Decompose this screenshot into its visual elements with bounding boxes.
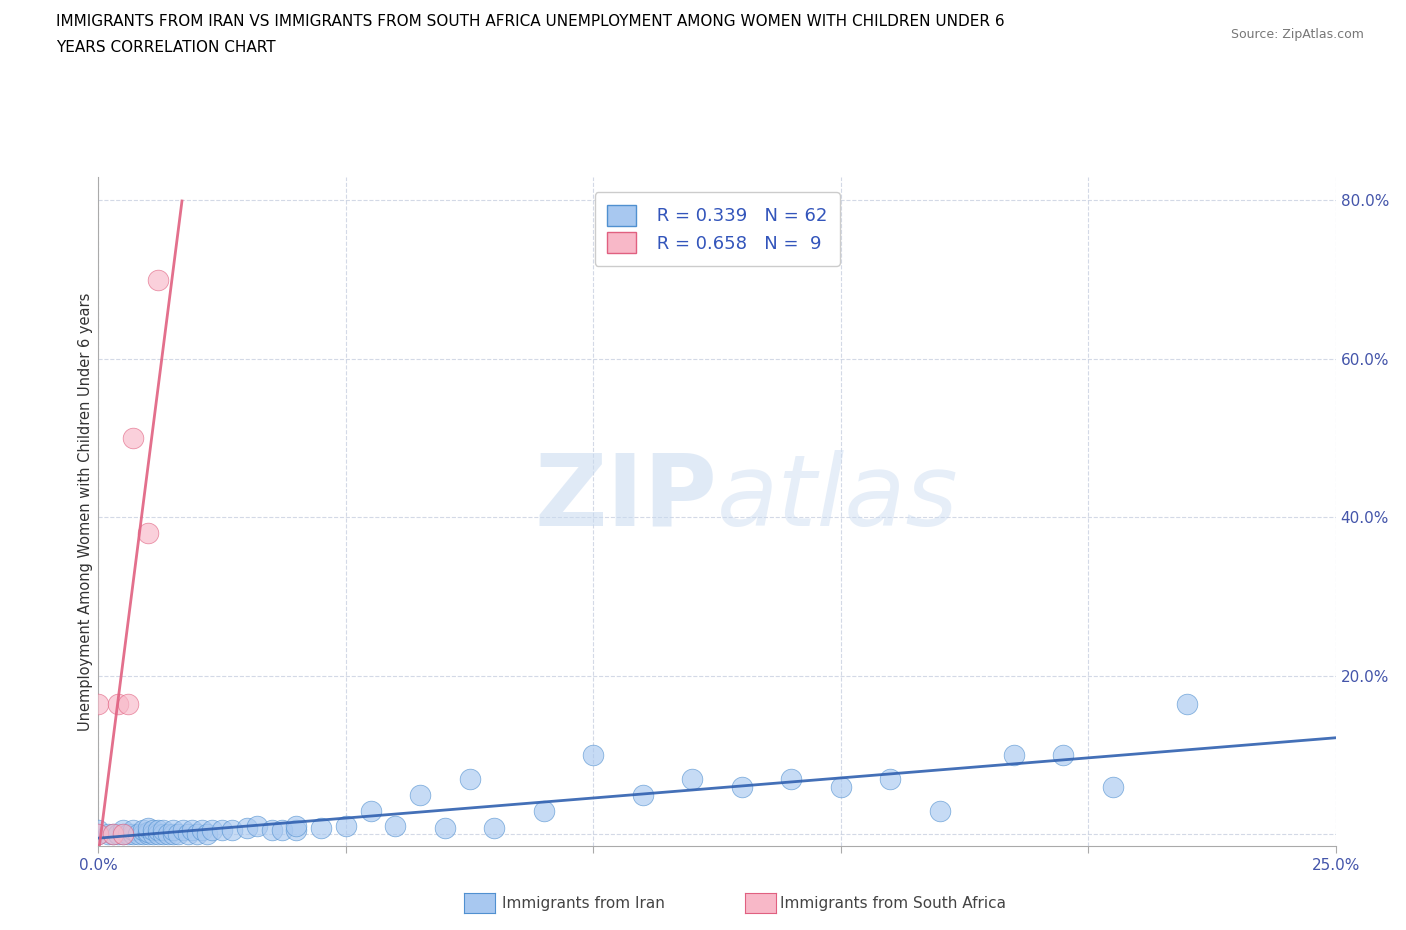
Point bbox=[152, 823, 174, 838]
Point bbox=[87, 827, 110, 842]
Point bbox=[384, 819, 406, 834]
Point bbox=[142, 823, 165, 838]
Point bbox=[132, 823, 155, 838]
Point bbox=[103, 827, 125, 842]
Point bbox=[433, 820, 456, 835]
Point bbox=[146, 823, 169, 838]
Point bbox=[246, 819, 269, 834]
Y-axis label: Unemployment Among Women with Children Under 6 years: Unemployment Among Women with Children U… bbox=[77, 292, 93, 731]
Point bbox=[928, 804, 950, 818]
Point bbox=[152, 827, 174, 842]
Point bbox=[681, 772, 703, 787]
Point bbox=[136, 825, 159, 840]
Point bbox=[142, 827, 165, 842]
Point bbox=[122, 827, 145, 842]
Legend:  R = 0.339   N = 62,  R = 0.658   N =  9: R = 0.339 N = 62, R = 0.658 N = 9 bbox=[595, 193, 839, 266]
Point bbox=[780, 772, 803, 787]
Point bbox=[879, 772, 901, 787]
Point bbox=[136, 827, 159, 842]
Point bbox=[186, 827, 208, 842]
Point bbox=[260, 823, 283, 838]
Point bbox=[112, 823, 135, 838]
Point bbox=[107, 827, 129, 842]
Point bbox=[117, 827, 139, 842]
Point bbox=[176, 827, 198, 842]
Point bbox=[221, 823, 243, 838]
Point bbox=[87, 823, 110, 838]
Text: Immigrants from Iran: Immigrants from Iran bbox=[502, 896, 665, 910]
Point bbox=[162, 823, 184, 838]
Point bbox=[236, 820, 259, 835]
Point bbox=[285, 823, 308, 838]
Point bbox=[731, 779, 754, 794]
Point bbox=[103, 827, 125, 842]
Point bbox=[122, 823, 145, 838]
Point bbox=[582, 748, 605, 763]
Point bbox=[484, 820, 506, 835]
Point bbox=[117, 697, 139, 711]
Point bbox=[87, 697, 110, 711]
Point bbox=[166, 827, 188, 842]
Text: atlas: atlas bbox=[717, 449, 959, 547]
Point bbox=[533, 804, 555, 818]
Point bbox=[122, 431, 145, 445]
Point bbox=[146, 827, 169, 842]
Point bbox=[162, 827, 184, 842]
Point bbox=[631, 788, 654, 803]
Point bbox=[127, 827, 149, 842]
Point bbox=[285, 819, 308, 834]
Text: ZIP: ZIP bbox=[534, 449, 717, 547]
Point bbox=[1102, 779, 1125, 794]
Point bbox=[195, 827, 218, 842]
Text: Source: ZipAtlas.com: Source: ZipAtlas.com bbox=[1230, 28, 1364, 41]
Point bbox=[1175, 697, 1198, 711]
Point bbox=[1052, 748, 1074, 763]
Point bbox=[830, 779, 852, 794]
Point bbox=[112, 827, 135, 842]
Point bbox=[201, 823, 224, 838]
Point bbox=[335, 819, 357, 834]
Point bbox=[112, 827, 135, 842]
Point bbox=[87, 827, 110, 842]
Text: Immigrants from South Africa: Immigrants from South Africa bbox=[780, 896, 1007, 910]
Point bbox=[136, 525, 159, 540]
Point bbox=[107, 697, 129, 711]
Point bbox=[211, 823, 233, 838]
Point bbox=[172, 823, 194, 838]
Point bbox=[1002, 748, 1025, 763]
Point bbox=[309, 820, 332, 835]
Point bbox=[458, 772, 481, 787]
Point bbox=[360, 804, 382, 818]
Point bbox=[136, 820, 159, 835]
Point bbox=[156, 827, 179, 842]
Point bbox=[409, 788, 432, 803]
Point bbox=[132, 827, 155, 842]
Text: YEARS CORRELATION CHART: YEARS CORRELATION CHART bbox=[56, 40, 276, 55]
Text: IMMIGRANTS FROM IRAN VS IMMIGRANTS FROM SOUTH AFRICA UNEMPLOYMENT AMONG WOMEN WI: IMMIGRANTS FROM IRAN VS IMMIGRANTS FROM … bbox=[56, 14, 1005, 29]
Point bbox=[270, 823, 292, 838]
Point bbox=[97, 827, 120, 842]
Point bbox=[181, 823, 204, 838]
Point bbox=[146, 272, 169, 287]
Point bbox=[191, 823, 214, 838]
